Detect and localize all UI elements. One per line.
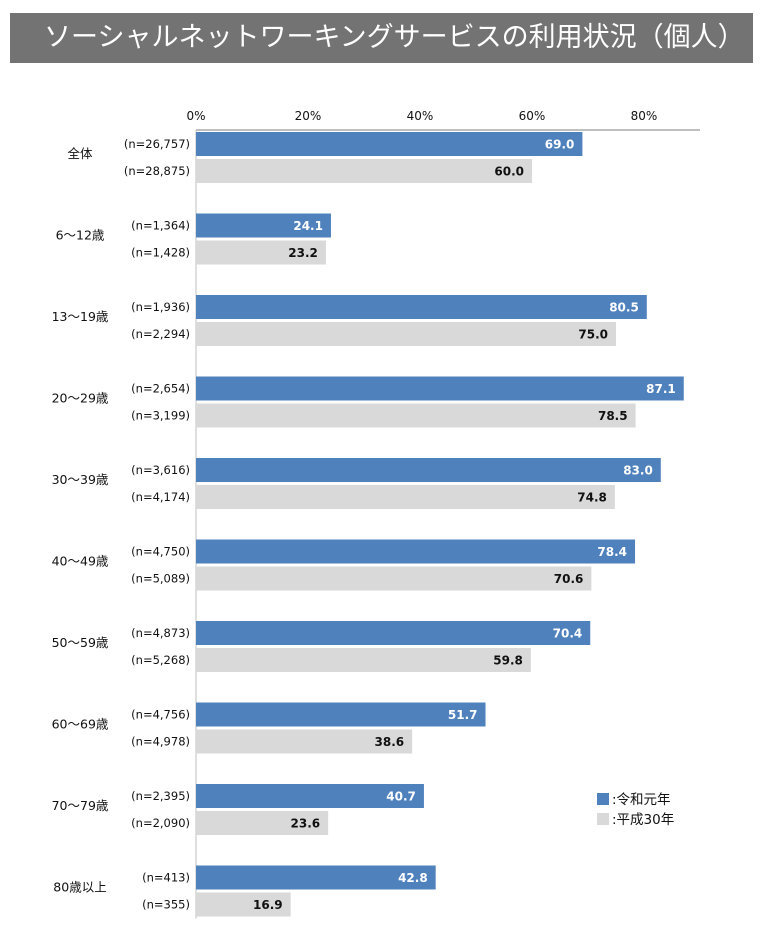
sample-size-label: (n=4,756) (131, 708, 190, 722)
value-label: 23.6 (291, 817, 321, 831)
value-label: 83.0 (623, 464, 653, 478)
bar-reiwa (196, 295, 647, 319)
sample-size-label: (n=413) (142, 871, 190, 885)
value-label: 75.0 (578, 328, 608, 342)
sample-size-label: (n=2,395) (131, 789, 190, 803)
x-tick-label: 80% (631, 109, 658, 123)
bar-heisei (196, 159, 532, 183)
sample-size-label: (n=2,294) (131, 327, 190, 341)
value-label: 42.8 (398, 871, 428, 885)
bar-heisei (196, 811, 329, 835)
sample-size-label: (n=28,875) (124, 164, 190, 178)
value-label: 69.0 (545, 138, 575, 152)
bar-reiwa (196, 132, 583, 156)
value-label: 74.8 (577, 491, 607, 505)
bar-reiwa (196, 213, 331, 238)
category-label: 80歳以上 (53, 880, 106, 895)
value-label: 60.0 (494, 165, 524, 179)
bar-heisei (196, 566, 592, 591)
value-label: 78.4 (597, 545, 627, 559)
sample-size-label: (n=4,174) (131, 490, 190, 504)
value-label: 87.1 (646, 382, 676, 396)
category-label: 13〜19歳 (52, 309, 109, 324)
category-label: 6〜12歳 (56, 228, 105, 243)
x-tick-label: 40% (407, 109, 434, 123)
value-label: 51.7 (448, 708, 478, 722)
sample-size-label: (n=3,199) (131, 409, 190, 423)
bar-heisei (196, 648, 531, 672)
sample-size-label: (n=355) (142, 898, 190, 912)
category-label: 60〜69歳 (52, 717, 109, 732)
value-label: 38.6 (375, 735, 405, 749)
x-tick-label: 60% (519, 109, 546, 123)
value-label: 24.1 (293, 219, 323, 233)
chart-title: ソーシャルネットワーキングサービスの利用状況（個人） (10, 13, 753, 63)
value-label: 78.5 (598, 409, 628, 423)
legend-label: :平成30年 (612, 812, 674, 828)
bar-reiwa (196, 865, 436, 890)
category-label: 全体 (67, 146, 93, 161)
sample-size-label: (n=1,428) (131, 246, 190, 260)
sample-size-label: (n=1,364) (131, 219, 190, 233)
bar-heisei (196, 322, 616, 346)
sample-size-label: (n=4,750) (131, 545, 190, 559)
category-label: 70〜79歳 (52, 798, 109, 813)
value-label: 80.5 (609, 301, 639, 315)
category-label: 40〜49歳 (52, 554, 109, 569)
bar-reiwa (196, 702, 486, 727)
bar-heisei (196, 240, 326, 265)
value-label: 70.6 (554, 572, 584, 586)
sample-size-label: (n=2,090) (131, 816, 190, 830)
value-label: 16.9 (253, 898, 283, 912)
bar-reiwa (196, 376, 684, 401)
x-tick-label: 20% (295, 109, 322, 123)
bar-reiwa (196, 539, 636, 564)
sample-size-label: (n=1,936) (131, 300, 190, 314)
bar-heisei (196, 403, 636, 428)
bar-heisei (196, 729, 413, 754)
category-label: 50〜59歳 (52, 635, 109, 650)
value-label: 40.7 (386, 790, 416, 804)
sample-size-label: (n=3,616) (131, 463, 190, 477)
sample-size-label: (n=4,978) (131, 735, 190, 749)
bar-reiwa (196, 458, 661, 482)
value-label: 23.2 (288, 246, 318, 260)
sample-size-label: (n=5,268) (131, 653, 190, 667)
bar-reiwa (196, 621, 591, 645)
value-label: 70.4 (553, 627, 583, 641)
category-label: 30〜39歳 (52, 472, 109, 487)
bar-heisei (196, 892, 291, 917)
sample-size-label: (n=26,757) (124, 137, 190, 151)
sample-size-label: (n=2,654) (131, 382, 190, 396)
legend-label: :令和元年 (612, 792, 671, 808)
bar-reiwa (196, 784, 424, 808)
category-label: 20〜29歳 (52, 391, 109, 406)
sample-size-label: (n=5,089) (131, 572, 190, 586)
legend-swatch (597, 813, 609, 825)
x-tick-label: 0% (186, 109, 205, 123)
value-label: 59.8 (493, 654, 523, 668)
bar-heisei (196, 485, 615, 509)
legend-swatch (597, 793, 609, 805)
sample-size-label: (n=4,873) (131, 626, 190, 640)
